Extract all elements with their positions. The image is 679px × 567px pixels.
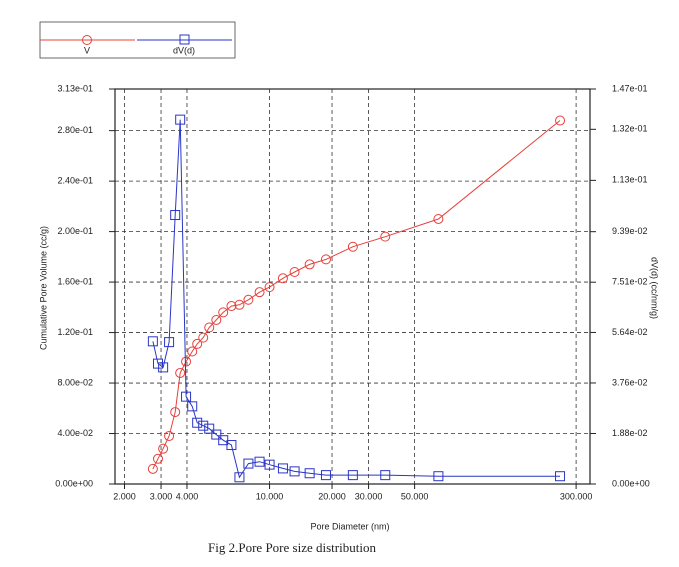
y-tick-label: 0.00e+00 <box>55 478 93 488</box>
point <box>170 210 181 221</box>
point <box>320 470 331 481</box>
y-tick-label: 2.80e-01 <box>57 125 93 135</box>
y2-tick-label: 1.88e-02 <box>612 428 648 438</box>
y-axis-label: Cumulative Pore Volume (cc/g) <box>38 226 48 350</box>
point <box>380 470 391 481</box>
x-tick-label: 2.000 <box>113 491 136 501</box>
point <box>152 358 163 369</box>
point <box>211 429 222 440</box>
y2-tick-label: 1.13e-01 <box>612 175 648 185</box>
point <box>175 114 186 125</box>
point <box>254 287 265 298</box>
point <box>147 336 158 347</box>
legend-marker <box>179 34 190 45</box>
point <box>226 301 237 312</box>
point <box>289 266 300 277</box>
caption: Fig 2.Pore Pore size distribution <box>208 540 376 555</box>
series-line <box>152 119 560 479</box>
point <box>164 337 175 348</box>
point <box>264 282 275 293</box>
point <box>192 417 203 428</box>
legend-label: V <box>84 45 90 55</box>
point <box>277 273 288 284</box>
y2-tick-label: 1.32e-01 <box>612 124 648 134</box>
y-tick-label: 1.60e-01 <box>57 276 93 286</box>
x-tick-label: 3.000 <box>150 491 173 501</box>
y-tick-label: 2.00e-01 <box>57 226 93 236</box>
point <box>147 463 158 474</box>
point <box>175 367 186 378</box>
x-tick-label: 50.000 <box>401 491 429 501</box>
y-tick-label: 2.40e-01 <box>57 175 93 185</box>
point <box>347 470 358 481</box>
x-tick-label: 300.000 <box>560 491 593 501</box>
point <box>187 346 198 357</box>
point <box>289 466 300 477</box>
y-tick-label: 1.20e-01 <box>57 327 93 337</box>
y2-tick-label: 1.47e-01 <box>612 83 648 93</box>
point <box>555 115 566 126</box>
x-axis-label: Pore Diameter (nm) <box>310 521 389 531</box>
point <box>158 362 169 373</box>
series-line <box>152 120 561 470</box>
x-tick-label: 10.000 <box>256 491 284 501</box>
point <box>198 332 209 343</box>
point <box>304 468 315 479</box>
point <box>204 423 215 434</box>
x-tick-label: 20.000 <box>318 491 346 501</box>
legend-label: dV(d) <box>173 45 195 55</box>
y-tick-label: 8.00e-02 <box>57 377 93 387</box>
y2-tick-label: 0.00e+00 <box>612 478 650 488</box>
point <box>187 401 198 412</box>
x-tick-label: 4.000 <box>176 491 199 501</box>
point <box>277 463 288 474</box>
point <box>234 472 245 483</box>
point <box>264 459 275 470</box>
point <box>243 294 254 305</box>
point <box>320 254 331 265</box>
point <box>211 314 222 325</box>
point <box>158 443 169 454</box>
y2-tick-label: 9.39e-02 <box>612 226 648 236</box>
y2-axis-label: dV(d) (cc/nm/g) <box>650 257 660 319</box>
y-tick-label: 3.13e-01 <box>57 83 93 93</box>
point <box>170 407 181 418</box>
point <box>243 458 254 469</box>
legend-marker <box>82 35 92 45</box>
point <box>192 338 203 349</box>
point <box>152 453 163 464</box>
point <box>304 259 315 270</box>
y-tick-label: 4.00e-02 <box>57 428 93 438</box>
point <box>226 440 237 451</box>
point <box>254 456 265 467</box>
x-tick-label: 30.000 <box>355 491 383 501</box>
y2-tick-label: 7.51e-02 <box>612 277 648 287</box>
point <box>198 420 209 431</box>
point <box>380 231 391 242</box>
point <box>555 471 566 482</box>
point <box>181 356 192 367</box>
plot-frame <box>114 88 591 485</box>
point <box>204 322 215 333</box>
point <box>433 213 444 224</box>
point <box>234 299 245 310</box>
point <box>218 307 229 318</box>
point <box>181 391 192 402</box>
y2-tick-label: 3.76e-02 <box>612 377 648 387</box>
point <box>433 471 444 482</box>
point <box>164 431 175 442</box>
point <box>347 241 358 252</box>
y2-tick-label: 5.64e-02 <box>612 327 648 337</box>
